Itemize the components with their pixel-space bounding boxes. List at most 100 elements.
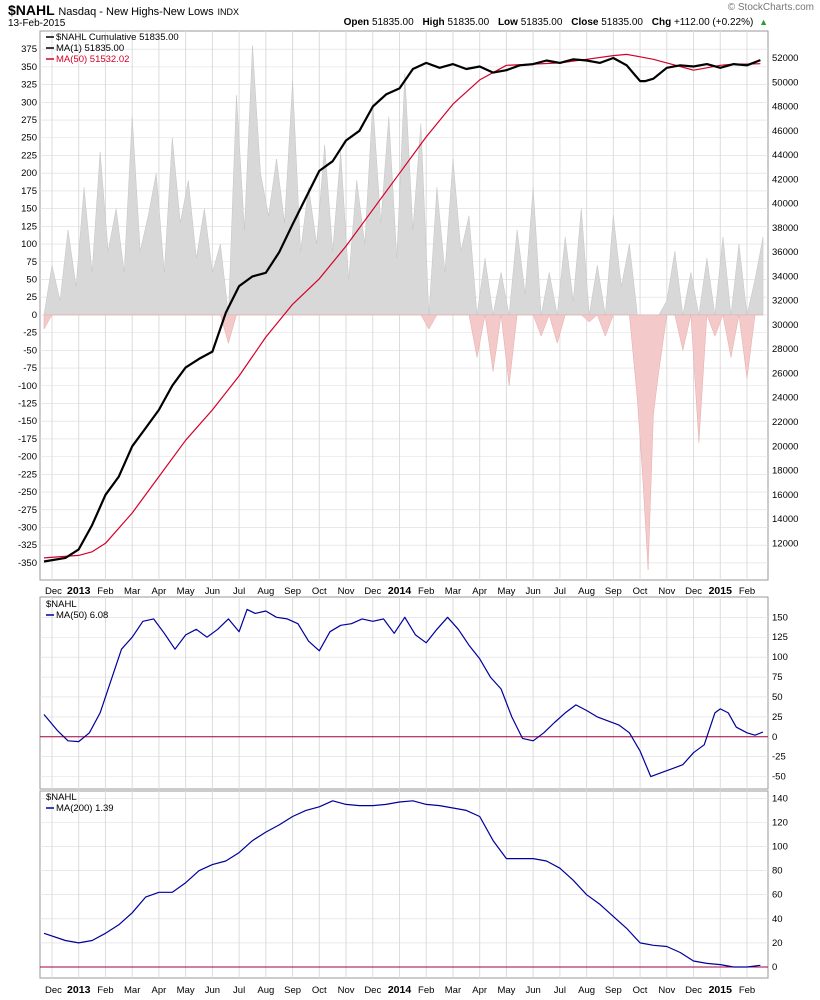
right-tick-label: 38000: [772, 223, 798, 234]
x-tick-label: Jul: [233, 586, 245, 597]
legend-entry: MA(50) 6.08: [56, 610, 108, 621]
x-tick-label: Sep: [284, 586, 301, 597]
up-arrow-icon: ▲: [759, 17, 768, 27]
x-tick-label: Jul: [233, 985, 245, 996]
left-tick-label: 75: [26, 257, 37, 268]
right-tick-label: 40000: [772, 199, 798, 210]
right-tick-label: -50: [772, 772, 786, 783]
chart-header: $NAHL Nasdaq - New Highs-New Lows INDX: [8, 2, 239, 18]
chart-date: 13-Feb-2015: [8, 18, 66, 29]
chg-value: +112.00 (+0.22%): [673, 17, 754, 28]
x-tick-label: Apr: [472, 985, 487, 996]
left-tick-label: 150: [21, 204, 37, 215]
left-tick-label: -100: [18, 381, 37, 392]
right-tick-label: 28000: [772, 344, 798, 355]
x-tick-label: Oct: [312, 586, 327, 597]
left-tick-label: 350: [21, 62, 37, 73]
right-tick-label: 75: [772, 672, 783, 683]
left-tick-label: -275: [18, 505, 37, 516]
left-tick-label: 125: [21, 221, 37, 232]
left-tick-label: 25: [26, 292, 37, 303]
right-tick-label: 40: [772, 914, 783, 925]
left-tick-label: -25: [23, 328, 37, 339]
x-tick-label: Sep: [605, 985, 622, 996]
exchange-label: INDX: [217, 7, 239, 17]
right-tick-label: 24000: [772, 393, 798, 404]
x-tick-label: Aug: [257, 985, 274, 996]
panel-frame-3: [39, 790, 769, 979]
right-tick-label: 14000: [772, 514, 798, 525]
x-tick-label: Apr: [152, 985, 167, 996]
x-tick-label: Feb: [418, 985, 434, 996]
brand-watermark: © StockCharts.com: [727, 2, 814, 13]
x-tick-label: Nov: [658, 586, 675, 597]
x-tick-label: Oct: [312, 985, 327, 996]
left-tick-label: -150: [18, 416, 37, 427]
x-tick-label: Aug: [257, 586, 274, 597]
left-tick-label: 250: [21, 133, 37, 144]
right-tick-label: 46000: [772, 126, 798, 137]
left-tick-label: 275: [21, 115, 37, 126]
cumulative-line: [43, 56, 761, 563]
left-tick-label: -325: [18, 540, 37, 551]
left-tick-label: -50: [23, 345, 37, 356]
right-tick-label: -25: [772, 752, 786, 763]
legend-entry: MA(1) 51835.00: [56, 43, 124, 54]
x-tick-label: Dec: [45, 985, 62, 996]
x-tick-label: Apr: [152, 586, 167, 597]
legend-entry: $NAHL: [46, 792, 77, 803]
high-label: High: [422, 17, 445, 28]
right-tick-label: 22000: [772, 417, 798, 428]
high-value: 51835.00: [447, 17, 490, 28]
x-tick-label: 2014: [388, 984, 412, 996]
left-tick-label: 200: [21, 168, 37, 179]
x-tick-label: 2015: [709, 585, 733, 597]
x-tick-label: Feb: [739, 985, 755, 996]
x-tick-label: Dec: [45, 586, 62, 597]
right-tick-label: 52000: [772, 53, 798, 64]
low-label: Low: [497, 17, 518, 28]
left-tick-label: 375: [21, 44, 37, 55]
right-tick-label: 50000: [772, 77, 798, 88]
left-tick-label: -125: [18, 398, 37, 409]
left-tick-label: 0: [32, 310, 37, 321]
x-tick-label: Sep: [605, 586, 622, 597]
x-tick-label: May: [497, 586, 515, 597]
x-tick-label: Nov: [338, 985, 355, 996]
x-tick-label: Feb: [739, 586, 755, 597]
x-tick-label: Jul: [554, 586, 566, 597]
x-tick-label: Aug: [578, 586, 595, 597]
left-tick-label: 325: [21, 80, 37, 91]
right-tick-label: 20: [772, 938, 783, 949]
x-tick-label: Oct: [633, 985, 648, 996]
right-tick-label: 16000: [772, 490, 798, 501]
x-tick-label: May: [177, 586, 195, 597]
x-tick-label: 2013: [67, 585, 91, 597]
ma50-oscillator-line: [43, 608, 764, 778]
left-tick-label: 175: [21, 186, 37, 197]
left-tick-label: 50: [26, 274, 37, 285]
right-tick-label: 12000: [772, 538, 798, 549]
x-tick-label: Sep: [284, 985, 301, 996]
x-tick-label: Nov: [658, 985, 675, 996]
symbol: $NAHL: [8, 2, 55, 18]
x-tick-label: Feb: [97, 586, 113, 597]
close-value: 51835.00: [601, 17, 643, 28]
ohlc-readout: Open 51835.00 High 51835.00 Low 51835.00…: [338, 17, 768, 28]
left-tick-label: -350: [18, 558, 37, 569]
left-tick-label: -75: [23, 363, 37, 374]
right-tick-label: 50: [772, 692, 783, 703]
x-tick-label: 2015: [709, 984, 733, 996]
x-tick-label: 2014: [388, 585, 412, 597]
right-tick-label: 0: [772, 962, 777, 973]
x-tick-label: Dec: [364, 586, 381, 597]
chg-label: Chg: [651, 17, 672, 28]
right-tick-label: 120: [772, 817, 788, 828]
right-tick-label: 140: [772, 793, 788, 804]
right-tick-label: 34000: [772, 271, 798, 282]
right-tick-label: 125: [772, 632, 788, 643]
right-tick-label: 25: [772, 712, 783, 723]
right-tick-label: 42000: [772, 174, 798, 185]
left-tick-label: -200: [18, 452, 37, 463]
